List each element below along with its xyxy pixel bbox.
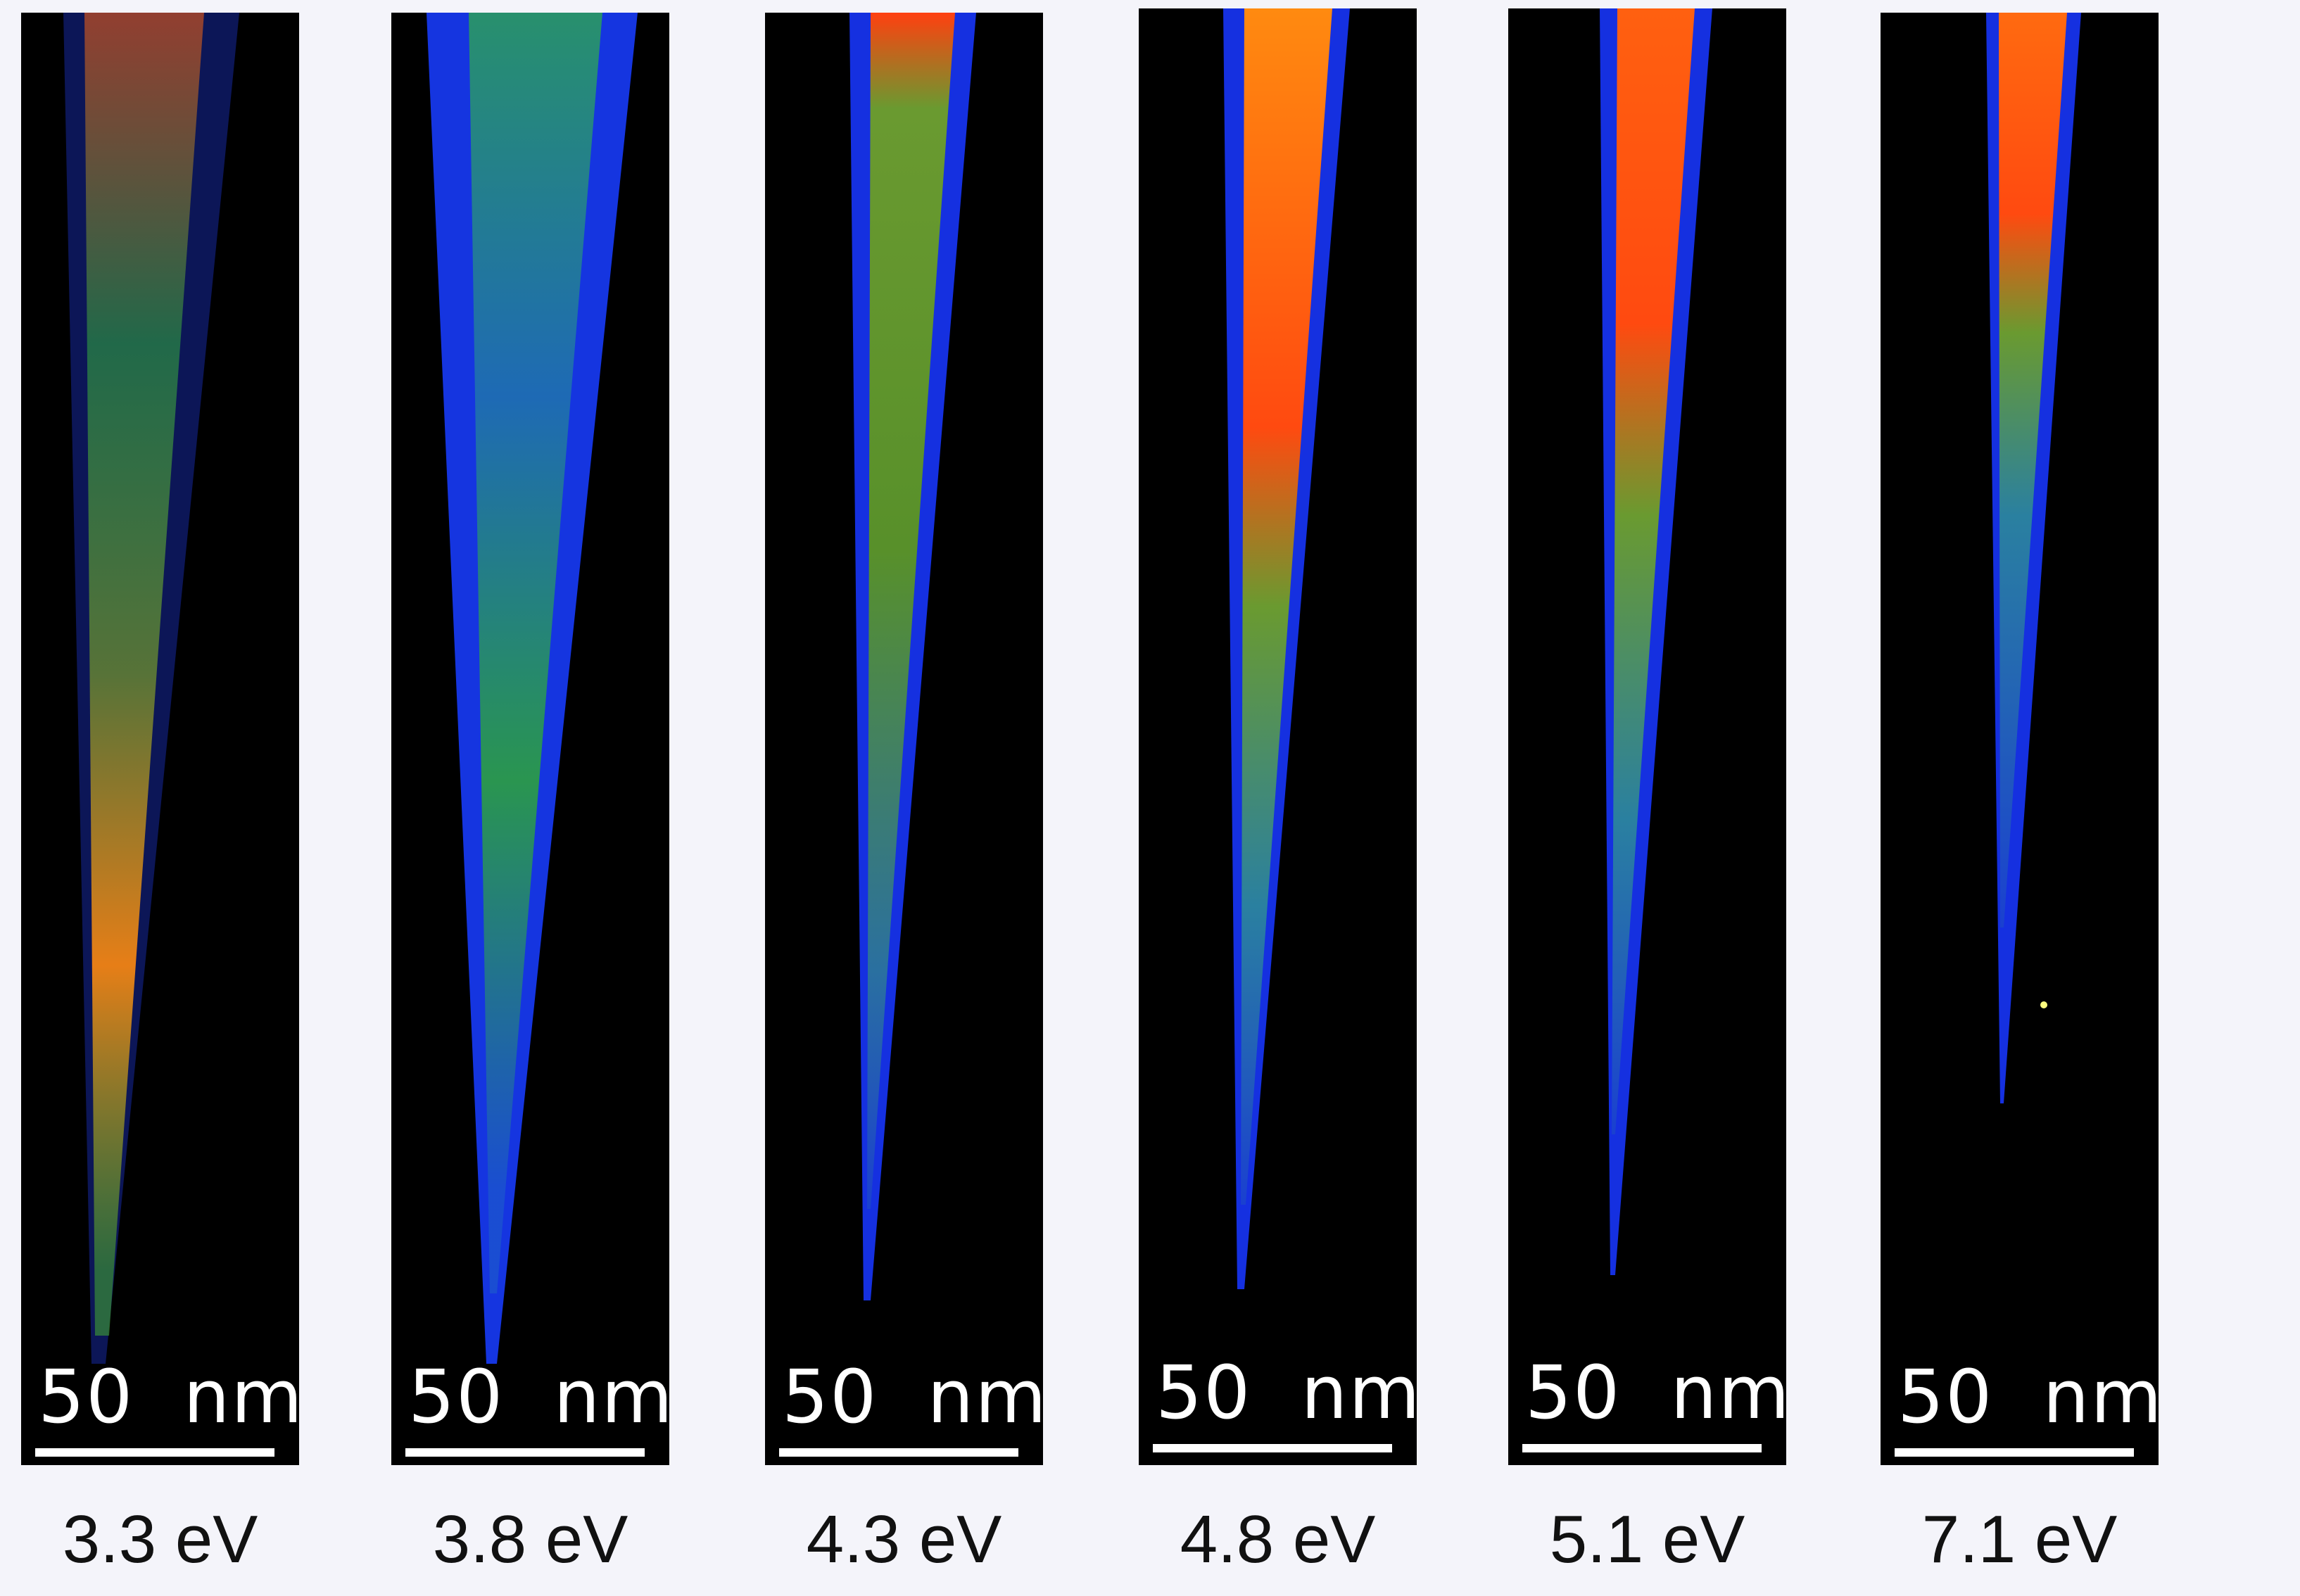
energy-label-3: 4.3 eV bbox=[806, 1502, 1002, 1577]
scale-bar-label: 50 nm bbox=[1156, 1350, 1417, 1436]
eels-map-panel-3: 50 nm bbox=[765, 13, 1043, 1465]
scale-bar bbox=[1522, 1444, 1762, 1452]
scale-bar-label: 50 nm bbox=[38, 1354, 299, 1440]
plasmon-map-image bbox=[1223, 8, 1350, 1289]
eels-map-panel-1: 50 nm bbox=[21, 13, 299, 1465]
scale-bar bbox=[405, 1448, 645, 1457]
eels-map-panel-4: 50 nm bbox=[1139, 8, 1417, 1465]
plasmon-map-image bbox=[1600, 8, 1712, 1275]
scale-bar-label: 50 nm bbox=[1525, 1350, 1786, 1436]
scale-bar-label: 50 nm bbox=[782, 1354, 1043, 1440]
eels-map-panel-2: 50 nm bbox=[391, 13, 669, 1465]
plasmon-map-image bbox=[63, 13, 239, 1364]
energy-label-4: 4.8 eV bbox=[1180, 1502, 1376, 1577]
scale-bar bbox=[35, 1448, 274, 1457]
scale-bar bbox=[1895, 1448, 2134, 1457]
scale-bar bbox=[779, 1448, 1018, 1457]
scale-bar-label: 50 nm bbox=[408, 1354, 669, 1440]
eels-map-panel-5: 50 nm bbox=[1508, 8, 1786, 1465]
scale-bar-label: 50 nm bbox=[1897, 1354, 2159, 1440]
energy-label-2: 3.8 eV bbox=[432, 1502, 628, 1577]
eels-map-panel-6: 50 nm bbox=[1881, 13, 2159, 1465]
energy-label-1: 3.3 eV bbox=[62, 1502, 258, 1577]
scale-bar bbox=[1153, 1444, 1392, 1452]
plasmon-map-image bbox=[426, 13, 638, 1364]
energy-label-6: 7.1 eV bbox=[1921, 1502, 2118, 1577]
plasmon-map-image bbox=[849, 13, 976, 1300]
energy-label-5: 5.1 eV bbox=[1549, 1502, 1745, 1577]
plasmon-map-image bbox=[1986, 13, 2081, 1103]
